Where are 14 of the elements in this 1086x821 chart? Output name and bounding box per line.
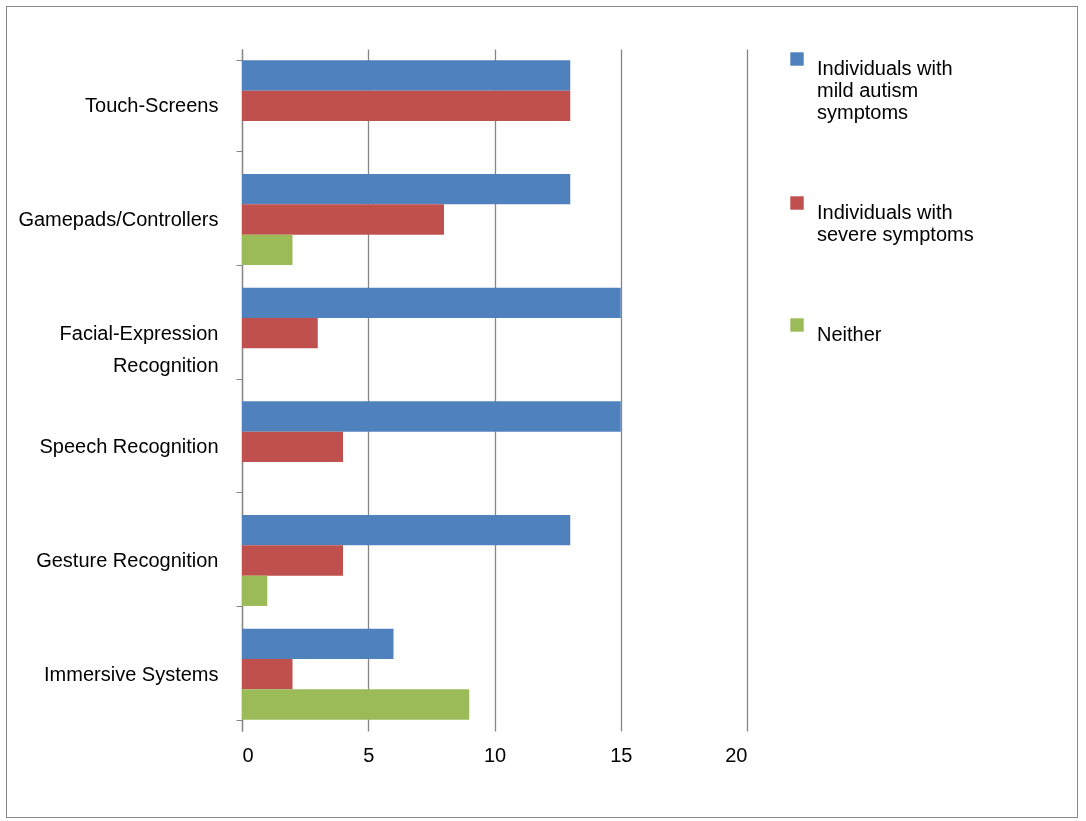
- x-tick-label: 20: [725, 743, 748, 766]
- y-tick-label: Facial-Expression Recognition: [59, 321, 219, 376]
- legend-label: Neither: [817, 323, 882, 345]
- x-tick-label: 15: [610, 743, 633, 766]
- y-tick-label: Gesture Recognition: [36, 549, 219, 571]
- y-tick-label: Speech Recognition: [39, 435, 219, 458]
- x-tick-label: 0: [242, 743, 254, 766]
- y-tick-label: Immersive Systems: [44, 662, 219, 685]
- x-tick-label: 5: [363, 743, 375, 766]
- y-tick-label: Touch-Screens: [85, 94, 219, 117]
- legend-label: Individuals with severe symptoms: [817, 201, 974, 245]
- y-tick-label: Gamepads/Controllers: [18, 208, 219, 230]
- x-tick-label: 10: [483, 743, 507, 766]
- legend-label: Individuals with mild autism symptoms: [817, 57, 953, 123]
